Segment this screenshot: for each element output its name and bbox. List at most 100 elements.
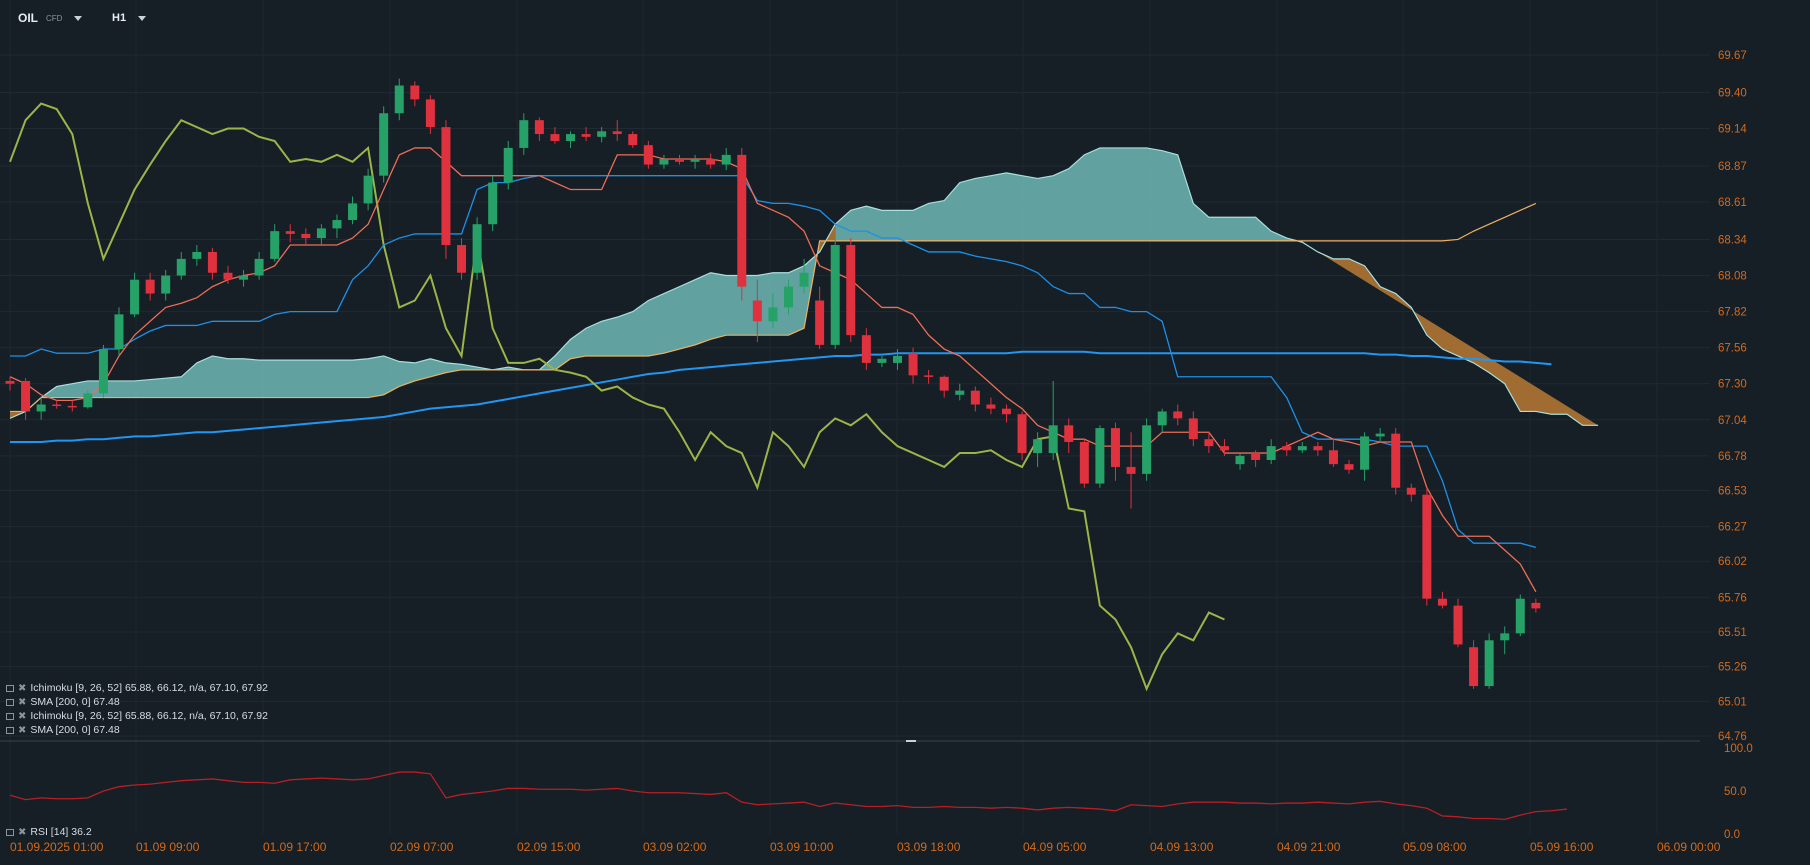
symbol-selector[interactable]: OIL CFD	[18, 8, 83, 28]
candle	[1313, 441, 1323, 456]
time-tick-label: 05.09 08:00	[1403, 840, 1467, 854]
legend-sma-text: SMA [200, 0] 67.48	[30, 696, 120, 708]
timeframe-label: H1	[112, 12, 127, 24]
time-tick-label: 01.09 09:00	[136, 840, 200, 854]
chevron-down-icon	[74, 15, 83, 21]
legend-sma[interactable]: ✖ SMA [200, 0] 67.48	[6, 724, 120, 736]
price-tick-label: 67.04	[1718, 415, 1747, 427]
candle-body	[815, 300, 825, 345]
chikou-span-line	[9, 102, 1225, 692]
candle-body	[1515, 598, 1525, 634]
candle-body	[1110, 428, 1120, 467]
candle-body	[67, 405, 77, 408]
candle	[784, 279, 793, 315]
candle-body	[908, 353, 918, 376]
candle	[892, 349, 902, 370]
candle-body	[1266, 446, 1276, 460]
price-tick-label: 68.08	[1718, 271, 1747, 283]
rsi-tick-label: 50.0	[1724, 786, 1746, 798]
close-icon[interactable]: ✖	[18, 826, 27, 838]
candle	[1235, 453, 1245, 470]
time-tick-label: 03.09 02:00	[643, 840, 707, 854]
kijun-sen-line	[10, 175, 1537, 549]
candle	[519, 113, 529, 155]
candle-body	[659, 159, 669, 165]
candle-body	[239, 275, 249, 280]
settings-icon[interactable]	[6, 828, 14, 836]
candle-body	[130, 279, 140, 315]
price-tick-label: 66.53	[1718, 486, 1747, 498]
candle-body	[1219, 446, 1229, 451]
pane-resize-handle[interactable]	[906, 740, 916, 742]
candle-body	[768, 307, 778, 322]
candle	[285, 224, 295, 243]
rsi-tick-label: 100.0	[1724, 743, 1753, 755]
legend-ichimoku-text: Ichimoku [9, 26, 52] 65.88, 66.12, n/a, …	[30, 682, 268, 694]
grid-lines	[0, 54, 1710, 737]
candle	[36, 397, 46, 420]
candle	[1406, 483, 1416, 502]
time-tick-label: 01.09 17:00	[263, 840, 327, 854]
symbol-name: OIL	[18, 11, 38, 25]
candle	[1360, 432, 1370, 481]
price-axis[interactable]: 69.67 69.40 69.14 68.87 68.61 68.34 68.08 67.82…	[1718, 50, 1747, 743]
candlestick-series	[5, 78, 1541, 689]
legend-sma[interactable]: ✖ SMA [200, 0] 67.48	[6, 696, 120, 708]
rsi-tick-label: 0.0	[1724, 829, 1740, 841]
close-icon[interactable]: ✖	[18, 710, 27, 722]
candle	[1204, 432, 1214, 454]
legend-rsi[interactable]: ✖ RSI [14] 36.2	[6, 826, 92, 838]
price-tick-label: 66.02	[1718, 556, 1747, 568]
candle	[768, 293, 778, 329]
settings-icon[interactable]	[6, 698, 14, 706]
close-icon[interactable]: ✖	[18, 724, 27, 736]
candle	[1484, 633, 1494, 689]
legend-ichimoku[interactable]: ✖ Ichimoku [9, 26, 52] 65.88, 66.12, n/a…	[6, 710, 268, 722]
candle-body	[1437, 598, 1447, 606]
timeframe-selector[interactable]: H1	[112, 8, 147, 28]
settings-icon[interactable]	[6, 712, 14, 720]
candle	[192, 245, 202, 266]
candle	[581, 127, 591, 141]
candle	[1328, 439, 1338, 467]
time-tick-label: 02.09 15:00	[517, 840, 581, 854]
candle-body	[1297, 446, 1307, 451]
candle-body	[285, 231, 295, 234]
candle	[1033, 432, 1043, 467]
candle-body	[1344, 464, 1354, 470]
rsi-axis[interactable]: 100.0 50.0 0.0	[1724, 743, 1753, 841]
candle	[488, 175, 498, 232]
settings-icon[interactable]	[6, 726, 14, 734]
candle	[939, 375, 949, 398]
candle-body	[316, 228, 326, 239]
time-axis[interactable]: 01.09.2025 01:00 01.09 09:00 01.09 17:00 02…	[10, 840, 1721, 854]
candle-body	[36, 404, 46, 412]
candle	[1157, 408, 1167, 433]
candle-body	[1251, 453, 1261, 460]
candle	[67, 400, 77, 412]
legend-ichimoku[interactable]: ✖ Ichimoku [9, 26, 52] 65.88, 66.12, n/a…	[6, 682, 268, 694]
candle-body	[986, 404, 996, 409]
candle-body	[1453, 605, 1463, 645]
candle-body	[799, 272, 809, 287]
price-tick-label: 64.76	[1718, 731, 1747, 743]
candle-body	[737, 154, 747, 287]
price-tick-label: 69.14	[1718, 124, 1747, 136]
candle	[643, 140, 653, 169]
senkou-span-b-line	[10, 202, 1537, 413]
close-icon[interactable]: ✖	[18, 696, 27, 708]
settings-icon[interactable]	[6, 684, 14, 692]
candle-body	[550, 134, 560, 141]
close-icon[interactable]: ✖	[18, 682, 27, 694]
candle	[363, 168, 373, 211]
candle-body	[348, 203, 358, 221]
candle-body	[721, 154, 731, 165]
candle-body	[1126, 466, 1136, 474]
candle	[457, 238, 467, 280]
candle-body	[830, 245, 840, 345]
candle-body	[1235, 455, 1245, 465]
candle	[955, 383, 965, 401]
candle	[503, 140, 513, 190]
candle-body	[145, 279, 155, 294]
